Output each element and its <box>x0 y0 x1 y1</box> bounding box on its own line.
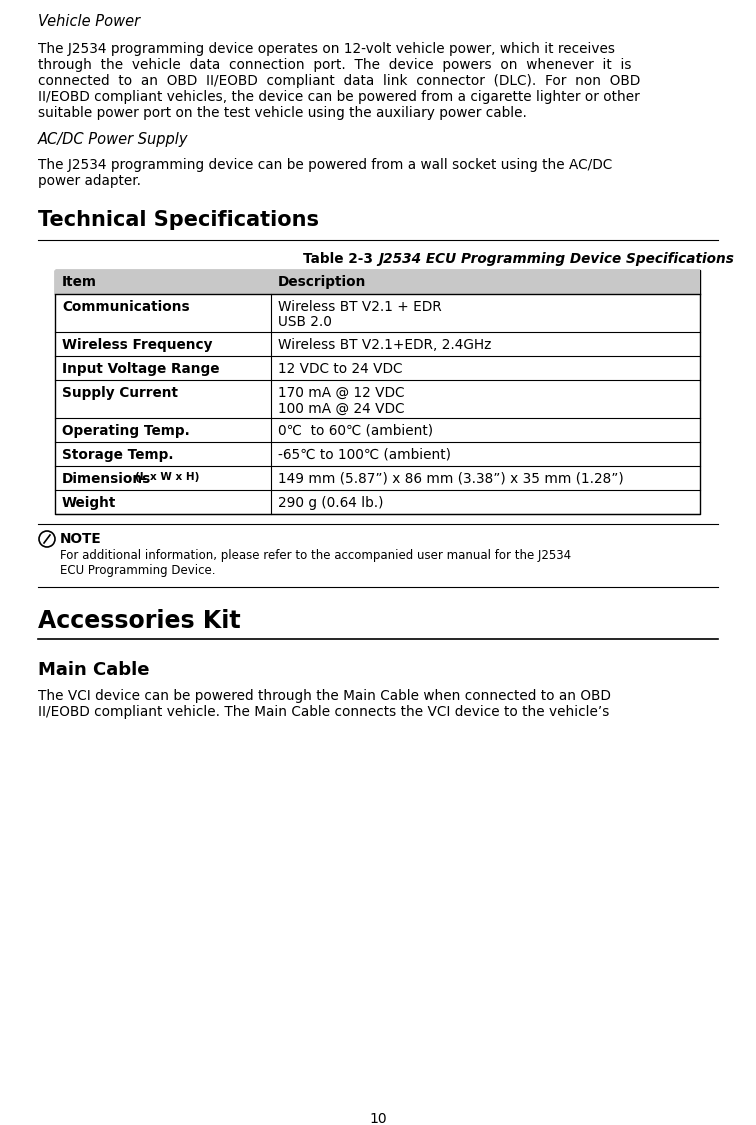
Text: 12 VDC to 24 VDC: 12 VDC to 24 VDC <box>278 362 403 376</box>
Text: ECU Programming Device.: ECU Programming Device. <box>60 564 215 577</box>
Text: (L x W x H): (L x W x H) <box>135 472 200 482</box>
Text: Description: Description <box>278 274 367 289</box>
Text: 149 mm (5.87”) x 86 mm (3.38”) x 35 mm (1.28”): 149 mm (5.87”) x 86 mm (3.38”) x 35 mm (… <box>278 472 624 486</box>
Text: Wireless BT V2.1+EDR, 2.4GHz: Wireless BT V2.1+EDR, 2.4GHz <box>278 338 491 352</box>
Text: The VCI device can be powered through the Main Cable when connected to an OBD: The VCI device can be powered through th… <box>38 688 611 703</box>
Text: connected  to  an  OBD  II/EOBD  compliant  data  link  connector  (DLC).  For  : connected to an OBD II/EOBD compliant da… <box>38 74 640 88</box>
Text: power adapter.: power adapter. <box>38 174 141 188</box>
Text: NOTE: NOTE <box>60 532 101 546</box>
Text: Main Cable: Main Cable <box>38 662 150 680</box>
Text: The J2534 programming device operates on 12-volt vehicle power, which it receive: The J2534 programming device operates on… <box>38 42 615 56</box>
Text: Wireless BT V2.1 + EDR: Wireless BT V2.1 + EDR <box>278 300 442 314</box>
Text: 10: 10 <box>369 1112 387 1125</box>
Text: Item: Item <box>62 274 97 289</box>
Text: Technical Specifications: Technical Specifications <box>38 210 319 230</box>
Bar <box>55 270 700 514</box>
Text: AC/DC Power Supply: AC/DC Power Supply <box>38 132 188 147</box>
Text: 170 mA @ 12 VDC: 170 mA @ 12 VDC <box>278 386 404 400</box>
Text: Accessories Kit: Accessories Kit <box>38 609 240 633</box>
Text: -65℃ to 100℃ (ambient): -65℃ to 100℃ (ambient) <box>278 448 451 462</box>
Text: For additional information, please refer to the accompanied user manual for the : For additional information, please refer… <box>60 549 571 562</box>
Text: Vehicle Power: Vehicle Power <box>38 14 140 29</box>
Bar <box>55 270 700 294</box>
Text: II/EOBD compliant vehicles, the device can be powered from a cigarette lighter o: II/EOBD compliant vehicles, the device c… <box>38 90 640 104</box>
Text: 100 mA @ 24 VDC: 100 mA @ 24 VDC <box>278 402 404 415</box>
Text: Input Voltage Range: Input Voltage Range <box>62 362 219 376</box>
Text: Weight: Weight <box>62 496 116 510</box>
Text: Table 2-3: Table 2-3 <box>303 252 378 266</box>
Text: Supply Current: Supply Current <box>62 386 178 400</box>
Text: J2534 ECU Programming Device Specifications: J2534 ECU Programming Device Specificati… <box>378 252 734 266</box>
Text: suitable power port on the test vehicle using the auxiliary power cable.: suitable power port on the test vehicle … <box>38 106 527 120</box>
Text: II/EOBD compliant vehicle. The Main Cable connects the VCI device to the vehicle: II/EOBD compliant vehicle. The Main Cabl… <box>38 705 609 719</box>
Text: The J2534 programming device can be powered from a wall socket using the AC/DC: The J2534 programming device can be powe… <box>38 158 612 172</box>
Text: USB 2.0: USB 2.0 <box>278 315 332 330</box>
Text: Dimensions: Dimensions <box>62 472 151 486</box>
Text: Operating Temp.: Operating Temp. <box>62 424 190 438</box>
Text: Wireless Frequency: Wireless Frequency <box>62 338 212 352</box>
Text: Storage Temp.: Storage Temp. <box>62 448 173 462</box>
Text: Communications: Communications <box>62 300 190 314</box>
Text: through  the  vehicle  data  connection  port.  The  device  powers  on  wheneve: through the vehicle data connection port… <box>38 58 631 72</box>
Text: 290 g (0.64 lb.): 290 g (0.64 lb.) <box>278 496 383 510</box>
Text: 0℃  to 60℃ (ambient): 0℃ to 60℃ (ambient) <box>278 424 433 438</box>
